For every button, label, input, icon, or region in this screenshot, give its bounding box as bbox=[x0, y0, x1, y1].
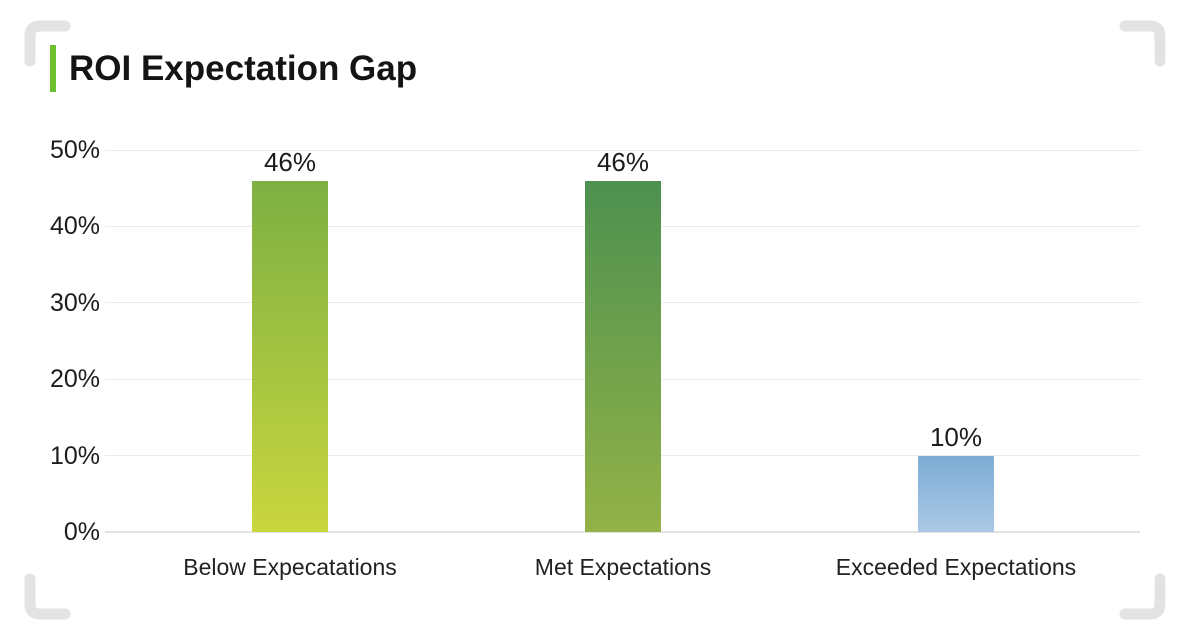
bar bbox=[252, 180, 328, 532]
y-axis-tick-label: 30% bbox=[49, 288, 100, 317]
y-axis-tick-label: 0% bbox=[63, 518, 100, 546]
gridline bbox=[105, 149, 1140, 151]
y-axis-tick-label: 50% bbox=[49, 136, 100, 164]
title-accent-bar bbox=[50, 45, 56, 92]
bar-value-label: 46% bbox=[596, 146, 650, 177]
bar bbox=[918, 455, 994, 532]
x-axis-category-label: Exceeded Expectations bbox=[835, 554, 1077, 580]
bar-value-label: 46% bbox=[263, 146, 317, 177]
x-axis-category-label: Below Expecatations bbox=[183, 554, 397, 580]
page-title: ROI Expectation Gap bbox=[69, 49, 418, 88]
y-axis-tick-label: 20% bbox=[49, 365, 100, 394]
y-axis-tick-label: 40% bbox=[49, 212, 100, 241]
chart-header: ROI Expectation Gap bbox=[50, 45, 417, 92]
y-axis-tick-label: 10% bbox=[49, 441, 100, 470]
bar bbox=[585, 180, 661, 532]
bar-value-label: 10% bbox=[929, 421, 983, 452]
x-axis-baseline bbox=[105, 531, 1140, 533]
x-axis-category-label: Met Expectations bbox=[534, 554, 712, 580]
